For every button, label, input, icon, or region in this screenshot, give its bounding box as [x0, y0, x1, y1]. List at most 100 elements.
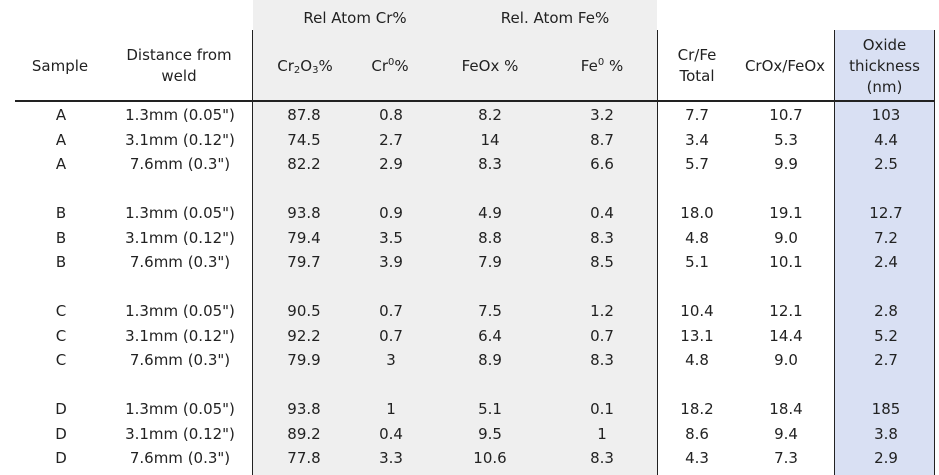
- header-distance-line1: Distance from: [126, 46, 232, 64]
- header-cr2o3-cr: Cr: [277, 57, 294, 75]
- cell-crfe-total: 8.6: [685, 424, 709, 443]
- cell-sample: C: [55, 351, 67, 369]
- header-crfe-line2: Total: [679, 67, 715, 85]
- cell-feox: 5.1: [478, 400, 502, 418]
- cell-cr0: 2.9: [379, 155, 403, 173]
- cell-oxide-thickness: 3.8: [874, 424, 898, 443]
- cell-crox-feox: 9.4: [774, 424, 798, 443]
- cell-distance: 1.3mm (0.05"): [125, 106, 235, 124]
- cell-feox: 7.9: [478, 253, 502, 271]
- cell-sample: B: [55, 228, 67, 247]
- header-cr0-pct: %: [394, 57, 409, 75]
- header-fe0-sup: 0: [597, 57, 605, 68]
- cell-crfe-total: 3.4: [685, 130, 709, 149]
- group-header-fe: Rel. Atom Fe%: [500, 9, 610, 27]
- cell-sample: D: [55, 449, 67, 467]
- header-distance-line2: weld: [161, 67, 197, 85]
- cell-cr2o3: 90.5: [287, 302, 321, 320]
- cell-oxide-thickness: 185: [871, 400, 901, 418]
- cell-feox: 8.8: [478, 228, 502, 247]
- header-cr0-sup: 0: [388, 57, 395, 68]
- cell-distance: 7.6mm (0.3"): [129, 449, 231, 467]
- cell-crfe-total: 18.0: [680, 204, 714, 222]
- cell-crfe-total: 5.1: [685, 253, 709, 271]
- cell-cr2o3: 79.7: [287, 253, 321, 271]
- cell-feox: 6.4: [478, 326, 502, 345]
- header-crox-feox: CrOx/FeOx: [744, 57, 826, 75]
- header-oxide-line2: thickness: [849, 57, 920, 75]
- cell-cr0: 2.7: [379, 130, 403, 149]
- cell-sample: C: [55, 326, 67, 345]
- cell-crfe-total: 7.7: [685, 106, 709, 124]
- cell-crfe-total: 13.1: [680, 326, 714, 345]
- cell-oxide-thickness: 12.7: [869, 204, 903, 222]
- cell-sample: B: [55, 253, 67, 271]
- header-cr2o3-sub3: 3: [312, 65, 319, 76]
- cell-feox: 8.2: [478, 106, 502, 124]
- header-cr0: Cr0%: [340, 56, 440, 77]
- cell-sample: D: [55, 400, 67, 418]
- cell-fe0: 1.2: [590, 302, 614, 320]
- header-cr2o3-sub2: 2: [293, 65, 301, 76]
- header-fe0: Fe0 %: [552, 56, 652, 77]
- element-columns-shading: [253, 0, 657, 475]
- cell-oxide-thickness: 7.2: [874, 228, 898, 247]
- header-cr0-base: Cr: [371, 57, 388, 75]
- cell-crfe-total: 18.2: [680, 400, 714, 418]
- cell-cr0: 3.9: [379, 253, 403, 271]
- cell-crox-feox: 14.4: [769, 326, 803, 345]
- cell-distance: 7.6mm (0.3"): [129, 155, 231, 173]
- cell-crox-feox: 9.0: [774, 228, 798, 247]
- cell-cr2o3: 89.2: [287, 424, 321, 443]
- cell-cr2o3: 77.8: [287, 449, 321, 467]
- cell-crox-feox: 12.1: [769, 302, 803, 320]
- cell-fe0: 0.4: [590, 204, 614, 222]
- cell-cr0: 0.7: [379, 302, 403, 320]
- cell-cr2o3: 92.2: [287, 326, 321, 345]
- header-sample: Sample: [31, 57, 89, 75]
- cell-fe0: 8.5: [590, 253, 614, 271]
- cell-distance: 3.1mm (0.12"): [125, 326, 235, 345]
- cell-sample: D: [55, 424, 67, 443]
- cell-crfe-total: 4.8: [685, 228, 709, 247]
- cell-crox-feox: 9.9: [774, 155, 798, 173]
- oxide-column-highlight: [834, 30, 934, 475]
- header-crfe-line1: Cr/Fe: [677, 46, 717, 64]
- cell-distance: 3.1mm (0.12"): [125, 228, 235, 247]
- cell-oxide-thickness: 2.4: [874, 253, 898, 271]
- header-oxide-line3: (nm): [866, 78, 903, 96]
- cell-oxide-thickness: 2.8: [874, 302, 898, 320]
- divider-oxide-right: [934, 30, 935, 475]
- cell-distance: 7.6mm (0.3"): [129, 351, 231, 369]
- cell-sample: B: [55, 204, 67, 222]
- cell-distance: 1.3mm (0.05"): [125, 302, 235, 320]
- cell-fe0: 8.3: [590, 449, 614, 467]
- cell-distance: 1.3mm (0.05"): [125, 400, 235, 418]
- divider-right: [657, 30, 658, 475]
- divider-oxide-left: [834, 30, 835, 475]
- cell-sample: A: [55, 106, 67, 124]
- cell-fe0: 8.7: [590, 130, 614, 149]
- cell-fe0: 3.2: [590, 106, 614, 124]
- cell-distance: 7.6mm (0.3"): [129, 253, 231, 271]
- header-feox: FeOx %: [461, 57, 519, 75]
- cell-cr2o3: 79.9: [287, 351, 321, 369]
- cell-oxide-thickness: 2.7: [874, 351, 898, 369]
- cell-crox-feox: 5.3: [774, 130, 798, 149]
- cell-crox-feox: 19.1: [769, 204, 803, 222]
- cell-fe0: 6.6: [590, 155, 614, 173]
- cell-sample: C: [55, 302, 67, 320]
- header-crfe-total: Cr/Fe Total: [658, 45, 736, 87]
- header-oxide-thickness: Oxide thickness (nm): [835, 35, 934, 98]
- cell-oxide-thickness: 103: [871, 106, 901, 124]
- header-cr2o3-o: O: [300, 57, 313, 75]
- cell-oxide-thickness: 2.5: [874, 155, 898, 173]
- header-oxide-line1: Oxide: [862, 36, 907, 54]
- cell-cr0: 0.9: [379, 204, 403, 222]
- cell-fe0: 0.7: [590, 326, 614, 345]
- cell-feox: 4.9: [478, 204, 502, 222]
- cell-fe0: 1: [597, 424, 607, 443]
- cell-feox: 8.9: [478, 351, 502, 369]
- cell-sample: A: [55, 155, 67, 173]
- cell-crfe-total: 4.8: [685, 351, 709, 369]
